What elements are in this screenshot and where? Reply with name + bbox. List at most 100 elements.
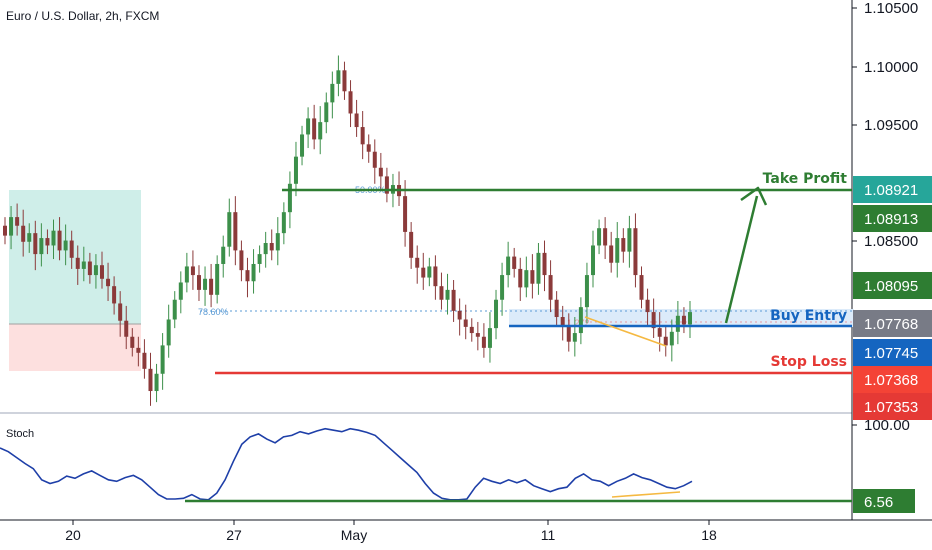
candle-body (87, 261, 92, 276)
candle-body (263, 243, 268, 255)
candle-body (500, 275, 505, 300)
candle-body (312, 118, 317, 140)
stoch-pane[interactable] (0, 414, 852, 519)
candle-body (57, 230, 62, 251)
candle-body (627, 228, 632, 252)
candle-body (33, 233, 38, 255)
badge-label: 1.07353 (864, 399, 918, 416)
badge-buy-entry (853, 339, 932, 366)
candle-body (639, 275, 644, 300)
main-plot-area[interactable] (0, 0, 852, 412)
candle-body (554, 299, 559, 318)
candle-body (651, 312, 656, 329)
candle-body (99, 265, 104, 279)
stoch-divergence-line (611, 491, 681, 498)
candle-body (75, 257, 80, 269)
candle-body (306, 118, 311, 135)
take-profit-label: Take Profit (763, 171, 848, 187)
date-tick-label: 27 (226, 527, 242, 543)
candle-body (257, 254, 262, 264)
candle-body (293, 156, 298, 184)
candle-body (45, 238, 50, 246)
candle-body (63, 240, 68, 251)
candle-body (81, 261, 86, 269)
badge-take-profit-green (853, 205, 932, 232)
candle-body (445, 289, 450, 300)
badge-crosshair (853, 310, 932, 337)
candle-body (196, 275, 201, 290)
price-axis[interactable]: 1.10500 1.10000 1.09500 1.08500 (852, 0, 918, 250)
stoch-axis[interactable]: 100.00 6.56 (852, 417, 915, 513)
candle-body (209, 278, 214, 295)
stoch-level-badge-label: 6.56 (864, 494, 893, 511)
candle-body (245, 270, 250, 282)
candle-body (178, 282, 183, 300)
price-tick-label: 1.10000 (864, 59, 918, 76)
candle-body (9, 217, 14, 236)
candle-body (281, 212, 286, 234)
stoch-label: Stoch (6, 428, 34, 440)
candle-body (675, 315, 680, 332)
fib-1272-label: 1.272 (567, 318, 590, 328)
candle-body (633, 228, 638, 276)
candle-body (548, 275, 553, 300)
candle-body (609, 245, 614, 263)
candle-body (451, 289, 456, 311)
candle-body (142, 352, 147, 369)
candle-body (360, 127, 365, 145)
candle-body (409, 231, 414, 258)
badge-stop-loss-light (853, 366, 932, 393)
candle-body (475, 333, 480, 337)
candle-body (51, 230, 56, 246)
buy-entry-label: Buy Entry (770, 308, 847, 324)
candle-body (621, 238, 626, 252)
candle-body (124, 320, 129, 337)
candle-body (530, 270, 535, 284)
price-tick-label: 1.10500 (864, 0, 918, 17)
candle-body (239, 250, 244, 271)
candle-body (166, 319, 171, 346)
candle-body (112, 286, 117, 304)
candle-body (318, 122, 323, 140)
candle-body (3, 225, 7, 236)
candle-body (172, 299, 177, 320)
candle-body (669, 331, 674, 346)
stoch-tick-label: 100.00 (864, 417, 910, 434)
price-badges: 1.08921 1.08913 1.08095 1.07768 1.07745 … (853, 176, 932, 420)
stoch-line (0, 427, 693, 501)
take-profit-zone (9, 190, 141, 324)
candle-body (524, 270, 529, 288)
candle-body (330, 83, 335, 103)
candle-body (136, 347, 141, 353)
candle-body (342, 70, 347, 92)
candle-body (481, 336, 486, 348)
candle-body (518, 268, 523, 288)
candle-body (348, 91, 353, 114)
candle-body (597, 228, 602, 246)
candle-body (184, 266, 189, 283)
candle-body (372, 151, 377, 168)
candle-body (69, 240, 74, 258)
candle-body (203, 278, 208, 290)
stoch-level-badge (853, 489, 915, 513)
candle-body (227, 212, 232, 247)
candle-body (681, 315, 686, 325)
badge-label: 1.08913 (864, 211, 918, 228)
fib-786-label: 78.60% (198, 307, 229, 317)
price-tick-label: 1.08500 (864, 233, 918, 250)
candle-body (584, 275, 589, 308)
date-tick-label: 20 (65, 527, 81, 543)
date-axis[interactable]: 20 27 May 11 18 (65, 520, 717, 543)
price-tick-label: 1.09500 (864, 117, 918, 134)
projection-arrow-shaft (724, 195, 759, 324)
candle-body (578, 307, 583, 334)
candle-body (215, 263, 220, 295)
candle-body (603, 228, 608, 246)
candle-body (118, 303, 123, 321)
candle-body (27, 233, 32, 242)
candle-body (15, 217, 20, 226)
candle-body (354, 113, 359, 128)
projection-arrow-head (740, 186, 768, 206)
date-tick-label: 11 (541, 527, 556, 543)
